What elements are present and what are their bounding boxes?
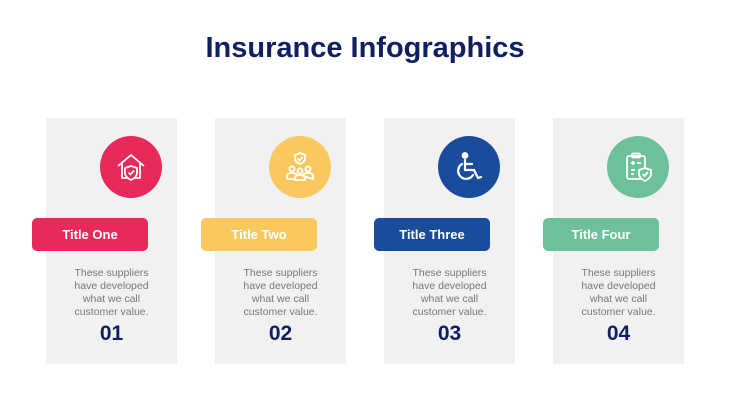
title-two-label: Title Two: [201, 218, 317, 251]
description-1: These suppliers have developed what we c…: [74, 267, 149, 318]
page-title: Insurance Infographics: [205, 32, 525, 64]
clipboard-shield-icon: [607, 136, 669, 198]
number-3: 03: [437, 322, 462, 345]
number-1: 01: [99, 322, 124, 345]
number-2: 02: [268, 322, 293, 345]
number-4: 04: [606, 322, 631, 345]
title-four-label: Title Four: [543, 218, 659, 251]
title-one-label: Title One: [32, 218, 148, 251]
description-3: These suppliers have developed what we c…: [412, 267, 487, 318]
house-shield-icon: [100, 136, 162, 198]
title-three-label: Title Three: [374, 218, 490, 251]
wheelchair-icon: [438, 136, 500, 198]
description-2: These suppliers have developed what we c…: [243, 267, 318, 318]
description-4: These suppliers have developed what we c…: [581, 267, 656, 318]
family-shield-icon: [269, 136, 331, 198]
